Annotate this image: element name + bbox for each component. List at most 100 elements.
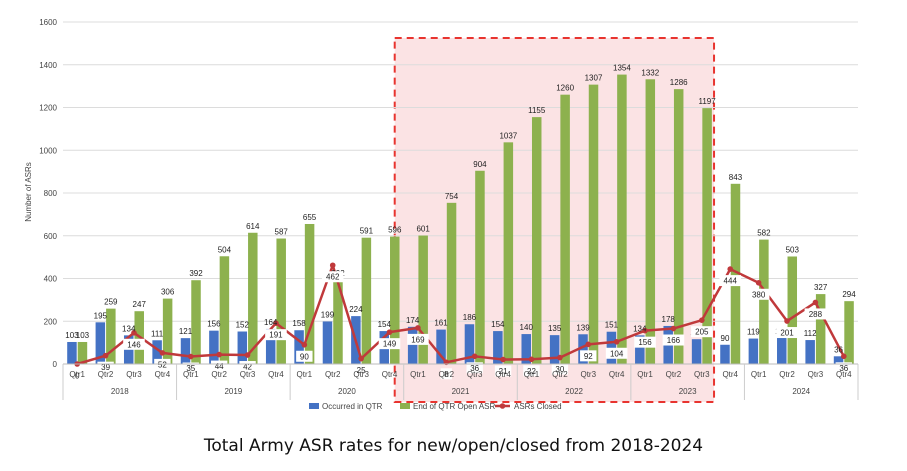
occurred-label: 152 bbox=[236, 321, 250, 330]
year-label: 2021 bbox=[452, 387, 470, 396]
occurred-bar bbox=[436, 329, 446, 364]
quarter-label: Qtr3 bbox=[694, 370, 710, 379]
closed-point bbox=[273, 320, 279, 326]
closed-point bbox=[727, 266, 734, 272]
year-label: 2022 bbox=[565, 387, 583, 396]
closed-point bbox=[386, 329, 393, 335]
quarter-label: Qtr3 bbox=[808, 370, 824, 379]
open-label: 392 bbox=[189, 269, 203, 278]
occurred-label: 154 bbox=[378, 320, 392, 329]
closed-label-box bbox=[523, 365, 540, 377]
quarter-label: Qtr3 bbox=[353, 370, 369, 379]
closed-label-box bbox=[776, 327, 798, 339]
closed-label: 166 bbox=[667, 336, 681, 345]
open-bar bbox=[219, 256, 230, 364]
occurred-label: 161 bbox=[434, 319, 448, 328]
occurred-bar bbox=[493, 331, 503, 364]
open-label: 587 bbox=[275, 228, 289, 237]
occurred-label: 195 bbox=[94, 311, 108, 320]
y-axis: 0 200 400 600 800 1000 1200 1400 1600 bbox=[39, 18, 57, 369]
closed-label: 146 bbox=[127, 340, 141, 349]
closed-point bbox=[415, 325, 421, 331]
year-label: 2024 bbox=[792, 387, 810, 396]
quarter-label: Qtr4 bbox=[382, 370, 398, 379]
closed-label-box bbox=[123, 338, 145, 350]
closed-label: 8 bbox=[444, 370, 449, 379]
closed-label-box bbox=[466, 362, 483, 374]
open-bar bbox=[276, 238, 286, 364]
closed-label-box bbox=[210, 360, 228, 372]
open-label: 1332 bbox=[641, 68, 659, 77]
occurred-label: 139 bbox=[576, 323, 590, 332]
quarter-label: Qtr3 bbox=[240, 370, 256, 379]
open-bar bbox=[304, 223, 315, 364]
year-label: 2019 bbox=[224, 387, 242, 396]
legend-open-label: End of QTR Open ASR bbox=[413, 402, 495, 411]
occurred-label: 103 bbox=[65, 331, 79, 340]
closed-point bbox=[755, 279, 762, 286]
quarter-label: Qtr2 bbox=[666, 370, 682, 379]
open-label: 1307 bbox=[585, 74, 603, 83]
open-label: 582 bbox=[757, 229, 771, 238]
closed-label-box bbox=[378, 338, 401, 350]
closed-point bbox=[528, 356, 535, 363]
occurred-label: 174 bbox=[406, 316, 420, 325]
y-tick-label: 200 bbox=[44, 317, 58, 326]
closed-label: 22 bbox=[527, 367, 536, 376]
closed-point bbox=[471, 353, 478, 360]
occurred-label: 178 bbox=[662, 315, 676, 324]
quarter-label: Qtr4 bbox=[495, 370, 511, 379]
occurred-label: 140 bbox=[520, 323, 534, 332]
occurred-bar bbox=[294, 330, 304, 364]
open-bar bbox=[617, 74, 627, 365]
legend-occurred-swatch bbox=[309, 403, 319, 409]
occurred-bar bbox=[407, 326, 418, 364]
closed-label-box bbox=[352, 364, 370, 376]
closed-label: 205 bbox=[695, 328, 709, 337]
open-bar bbox=[106, 308, 116, 364]
quarter-label: Qtr1 bbox=[297, 370, 313, 379]
occurred-label: 224 bbox=[349, 305, 363, 314]
closed-label-box bbox=[662, 334, 685, 346]
open-bar bbox=[815, 294, 826, 364]
closed-point bbox=[216, 351, 222, 358]
open-bar bbox=[730, 183, 741, 364]
quarter-label: Qtr2 bbox=[98, 370, 114, 379]
quarter-label: Qtr1 bbox=[410, 370, 426, 379]
closed-point bbox=[812, 299, 819, 306]
year-label: 2020 bbox=[338, 387, 356, 396]
open-label: 1260 bbox=[556, 84, 574, 93]
occurred-label: 199 bbox=[321, 310, 335, 319]
y-tick-label: 400 bbox=[44, 275, 58, 284]
closed-label-box bbox=[719, 275, 742, 287]
legend-occurred-label: Occurred in QTR bbox=[322, 402, 383, 411]
open-label: 327 bbox=[814, 283, 828, 292]
closed-label: 0 bbox=[75, 372, 80, 381]
closed-point bbox=[670, 325, 677, 332]
open-label: 843 bbox=[729, 173, 743, 182]
closed-point bbox=[358, 355, 364, 362]
occurred-bar bbox=[777, 337, 787, 364]
closed-label-box bbox=[296, 350, 313, 362]
occurred-bar bbox=[748, 338, 759, 364]
open-bar bbox=[475, 170, 485, 364]
open-label: 754 bbox=[445, 192, 459, 201]
occurred-bar bbox=[180, 338, 191, 364]
occurred-bar bbox=[720, 344, 730, 364]
open-bar bbox=[446, 202, 457, 364]
open-label: 1197 bbox=[698, 97, 716, 106]
quarter-label: Qtr2 bbox=[439, 370, 455, 379]
year-label: 2018 bbox=[111, 387, 129, 396]
occurred-bar bbox=[152, 340, 162, 364]
occurred-label: 36 bbox=[834, 345, 843, 354]
open-label: 614 bbox=[246, 222, 260, 231]
open-bar bbox=[844, 301, 854, 364]
closed-label-box bbox=[321, 271, 344, 283]
open-label: 1286 bbox=[670, 78, 688, 87]
closed-label-box bbox=[580, 350, 597, 362]
occurred-label: 134 bbox=[633, 324, 647, 333]
closed-label: 201 bbox=[780, 329, 794, 338]
closed-label: 90 bbox=[300, 352, 309, 361]
open-bar bbox=[702, 108, 712, 364]
closed-label: 380 bbox=[752, 290, 766, 299]
